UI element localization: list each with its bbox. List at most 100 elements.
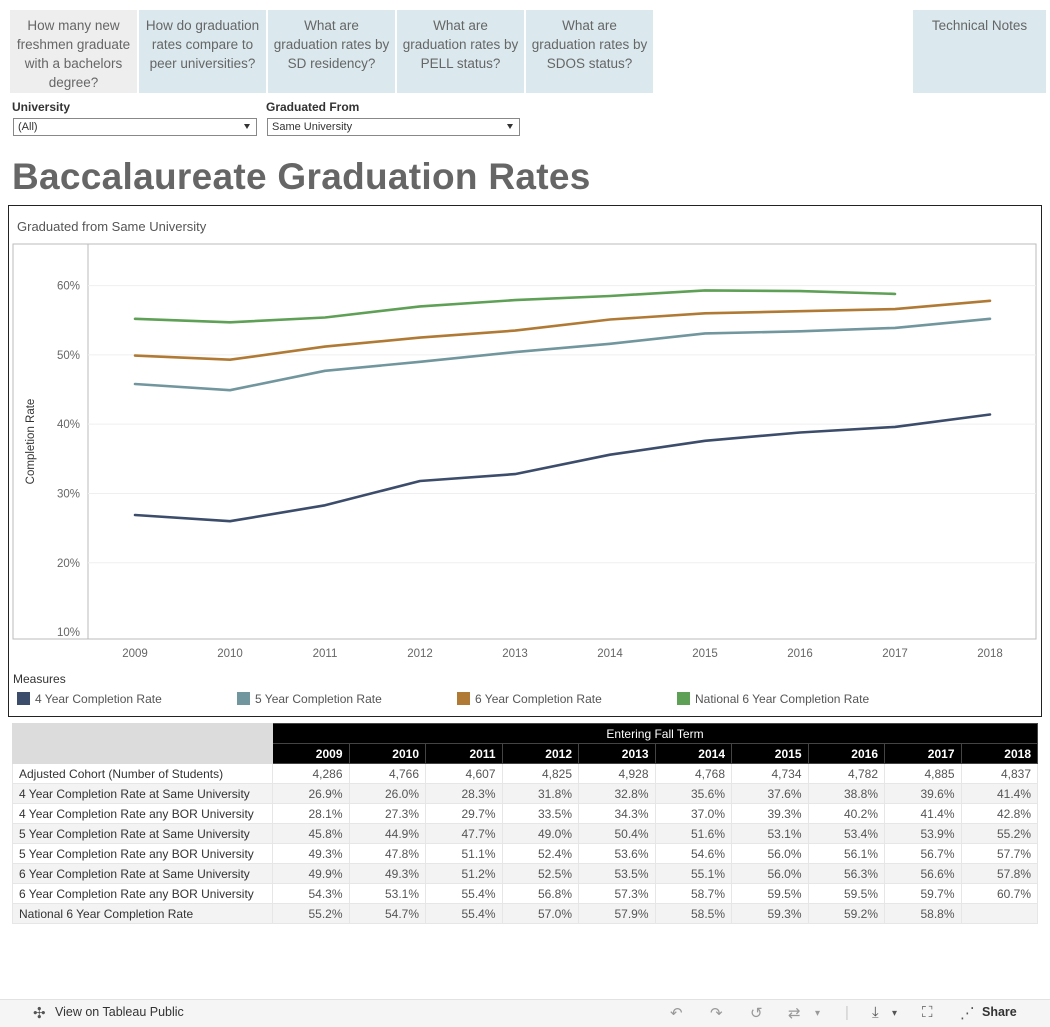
graduated-from-select[interactable]: Same University bbox=[267, 118, 520, 136]
y-tick-label: 10% bbox=[57, 627, 80, 639]
table-cell: 47.8% bbox=[348, 843, 426, 864]
table-cell: 47.7% bbox=[425, 823, 503, 844]
y-tick-label: 20% bbox=[57, 558, 80, 570]
table-cell: 4,734 bbox=[731, 763, 809, 784]
tab-label: What are graduation rates by SD residenc… bbox=[273, 18, 390, 71]
table-row: 6 Year Completion Rate any BOR Universit… bbox=[12, 883, 1038, 904]
chart-container: Graduated from Same University 10% 20% 30%… bbox=[8, 205, 1042, 717]
tableau-logo-icon: ✣ bbox=[33, 1005, 46, 1022]
table-cell: 4,286 bbox=[272, 763, 350, 784]
table-cell: 55.2% bbox=[960, 823, 1038, 844]
table-cell: 31.8% bbox=[501, 783, 579, 804]
year-header-row: 2009 2010 2011 2012 2013 2014 2015 2016 2017 2018 bbox=[13, 743, 1038, 764]
legend-item-national-6yr[interactable]: National 6 Year Completion Rate bbox=[677, 692, 869, 706]
university-select-value: (All) bbox=[18, 121, 38, 133]
table-cell: 58.5% bbox=[654, 903, 732, 924]
series-line-3 bbox=[133, 289, 897, 324]
legend-item-6yr[interactable]: 6 Year Completion Rate bbox=[457, 692, 602, 706]
table-cell: 37.6% bbox=[731, 783, 809, 804]
revert-icon[interactable]: ↺ bbox=[750, 1005, 763, 1022]
university-select[interactable]: (All) bbox=[13, 118, 257, 136]
table-cell: 57.7% bbox=[960, 843, 1038, 864]
tab-peer-universities[interactable]: How do graduation rates compare to peer … bbox=[139, 10, 266, 93]
series-line-1 bbox=[133, 317, 992, 392]
table-cell: 39.6% bbox=[884, 783, 962, 804]
view-on-tableau-link[interactable]: View on Tableau Public bbox=[55, 1005, 184, 1019]
x-tick-label: 2009 bbox=[122, 648, 148, 660]
table-cell: 4,766 bbox=[348, 763, 426, 784]
tab-sdos-status[interactable]: What are graduation rates by SDOS status… bbox=[526, 10, 653, 93]
redo-icon[interactable]: ↷ bbox=[710, 1005, 723, 1022]
table-cell: 39.3% bbox=[731, 803, 809, 824]
fullscreen-icon[interactable]: ⛶ bbox=[922, 1004, 933, 1021]
legend-swatch bbox=[457, 692, 470, 705]
table-cell: 4,607 bbox=[425, 763, 503, 784]
toolbar: ✣ View on Tableau Public ↶ ↷ ↺ ⇄ ▾ | ⤓ ▾… bbox=[0, 999, 1050, 1027]
university-filter-label: University bbox=[12, 100, 71, 114]
legend-swatch bbox=[677, 692, 690, 705]
table-row: Adjusted Cohort (Number of Students) 4,28… bbox=[12, 763, 1038, 784]
table-cell: 4,885 bbox=[884, 763, 962, 784]
table-cell: 50.4% bbox=[578, 823, 656, 844]
table-cell: 55.1% bbox=[654, 863, 732, 884]
table-cell: 4,768 bbox=[654, 763, 732, 784]
table-cell: 28.3% bbox=[425, 783, 503, 804]
table-cell: 26.0% bbox=[348, 783, 426, 804]
table-cell: 34.3% bbox=[578, 803, 656, 824]
table-cell: 41.4% bbox=[960, 783, 1038, 804]
share-button[interactable]: Share bbox=[982, 1005, 1017, 1019]
refresh-icon[interactable]: ⇄ bbox=[788, 1005, 801, 1022]
table-cell: 53.5% bbox=[578, 863, 656, 884]
table-cell: 4,782 bbox=[807, 763, 885, 784]
table-cell: 52.5% bbox=[501, 863, 579, 884]
page-title: Baccalaureate Graduation Rates bbox=[12, 156, 591, 197]
chevron-down-icon[interactable]: ▾ bbox=[892, 1008, 898, 1019]
table-row: 5 Year Completion Rate at Same Universit… bbox=[12, 823, 1038, 844]
year-header: 2016 bbox=[807, 743, 885, 764]
legend-item-4yr[interactable]: 4 Year Completion Rate bbox=[17, 692, 162, 706]
table-cell: 49.9% bbox=[272, 863, 350, 884]
table-cell: 55.2% bbox=[272, 903, 350, 924]
tab-label: What are graduation rates by SDOS status… bbox=[531, 18, 648, 71]
x-tick-label: 2014 bbox=[597, 648, 623, 660]
share-icon[interactable]: ⋰ bbox=[960, 1005, 975, 1022]
legend-title: Measures bbox=[13, 672, 66, 686]
table-cell: 54.3% bbox=[272, 883, 350, 904]
tab-new-freshmen[interactable]: How many new freshmen graduate with a ba… bbox=[10, 10, 137, 93]
chevron-down-icon bbox=[507, 124, 513, 129]
row-label: 4 Year Completion Rate any BOR Universit… bbox=[12, 803, 273, 824]
download-icon[interactable]: ⤓ bbox=[872, 1004, 879, 1021]
table-cell: 4,928 bbox=[578, 763, 656, 784]
table-row: 5 Year Completion Rate any BOR Universit… bbox=[12, 843, 1038, 864]
table-cell: 37.0% bbox=[654, 803, 732, 824]
table-cell: 57.3% bbox=[578, 883, 656, 904]
undo-icon[interactable]: ↶ bbox=[670, 1005, 683, 1022]
legend-label: 4 Year Completion Rate bbox=[35, 692, 162, 706]
y-tick-label: 30% bbox=[57, 488, 80, 500]
data-table: Entering Fall Term 2009 2010 2011 2012 2013 2… bbox=[12, 723, 1038, 924]
graduated-from-filter-label: Graduated From bbox=[266, 100, 360, 114]
row-label: 6 Year Completion Rate at Same Universit… bbox=[12, 863, 273, 884]
table-cell: 57.9% bbox=[578, 903, 656, 924]
table-cell: 60.7% bbox=[960, 883, 1038, 904]
chevron-down-icon[interactable]: ▾ bbox=[815, 1008, 821, 1019]
technical-notes-button[interactable]: Technical Notes bbox=[913, 10, 1046, 93]
table-row: 6 Year Completion Rate at Same Universit… bbox=[12, 863, 1038, 884]
legend-item-5yr[interactable]: 5 Year Completion Rate bbox=[237, 692, 382, 706]
table-cell bbox=[960, 903, 1038, 924]
table-cell: 56.0% bbox=[731, 843, 809, 864]
table-cell: 41.4% bbox=[884, 803, 962, 824]
table-cell: 55.4% bbox=[425, 903, 503, 924]
table-cell: 49.3% bbox=[348, 863, 426, 884]
line-chart[interactable]: 10% 20% 30% 40% 50% 60% 2009 2010 2011 2012 2013 20… bbox=[9, 206, 1041, 716]
year-header: 2015 bbox=[731, 743, 809, 764]
x-tick-label: 2012 bbox=[407, 648, 433, 660]
table-cell: 27.3% bbox=[348, 803, 426, 824]
tab-sd-residency[interactable]: What are graduation rates by SD residenc… bbox=[268, 10, 395, 93]
table-cell: 55.4% bbox=[425, 883, 503, 904]
tab-pell-status[interactable]: What are graduation rates by PELL status… bbox=[397, 10, 524, 93]
table-header: Entering Fall Term bbox=[272, 723, 1038, 744]
table-cell: 44.9% bbox=[348, 823, 426, 844]
tab-label: How do graduation rates compare to peer … bbox=[145, 18, 260, 71]
table-cell: 57.0% bbox=[501, 903, 579, 924]
